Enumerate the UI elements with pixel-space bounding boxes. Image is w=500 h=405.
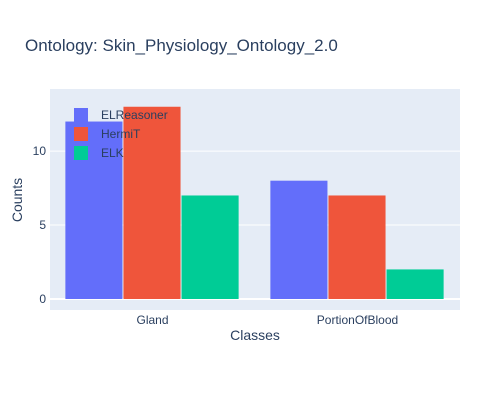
legend-label-hermit[interactable]: HermiT bbox=[101, 127, 141, 141]
legend-swatch-elk[interactable] bbox=[74, 146, 88, 160]
bar-elk-gland bbox=[181, 195, 239, 299]
legend-swatch-hermit[interactable] bbox=[74, 127, 88, 141]
bar-elreasoner-portionofblood bbox=[270, 180, 328, 299]
x-tick-label: Gland bbox=[136, 313, 168, 327]
bars bbox=[65, 106, 444, 299]
chart-title: Ontology: Skin_Physiology_Ontology_2.0 bbox=[25, 36, 338, 55]
bar-hermit-portionofblood bbox=[328, 195, 386, 299]
legend-swatch-elreasoner[interactable] bbox=[74, 108, 88, 122]
x-tick-label: PortionOfBlood bbox=[317, 313, 398, 327]
legend[interactable]: ELReasoner HermiT ELK bbox=[74, 108, 168, 160]
y-tick-label: 10 bbox=[33, 144, 47, 158]
legend-label-elreasoner[interactable]: ELReasoner bbox=[101, 108, 168, 122]
y-tick-label: 5 bbox=[39, 218, 46, 232]
x-axis-label: Classes bbox=[230, 327, 280, 343]
bar-hermit-gland bbox=[123, 106, 181, 299]
tick-labels: 0 5 10 Gland PortionOfBlood bbox=[33, 144, 399, 327]
legend-label-elk[interactable]: ELK bbox=[101, 146, 124, 160]
y-tick-label: 0 bbox=[39, 292, 46, 306]
y-axis-label: Counts bbox=[9, 178, 25, 222]
bar-elk-portionofblood bbox=[386, 269, 444, 299]
